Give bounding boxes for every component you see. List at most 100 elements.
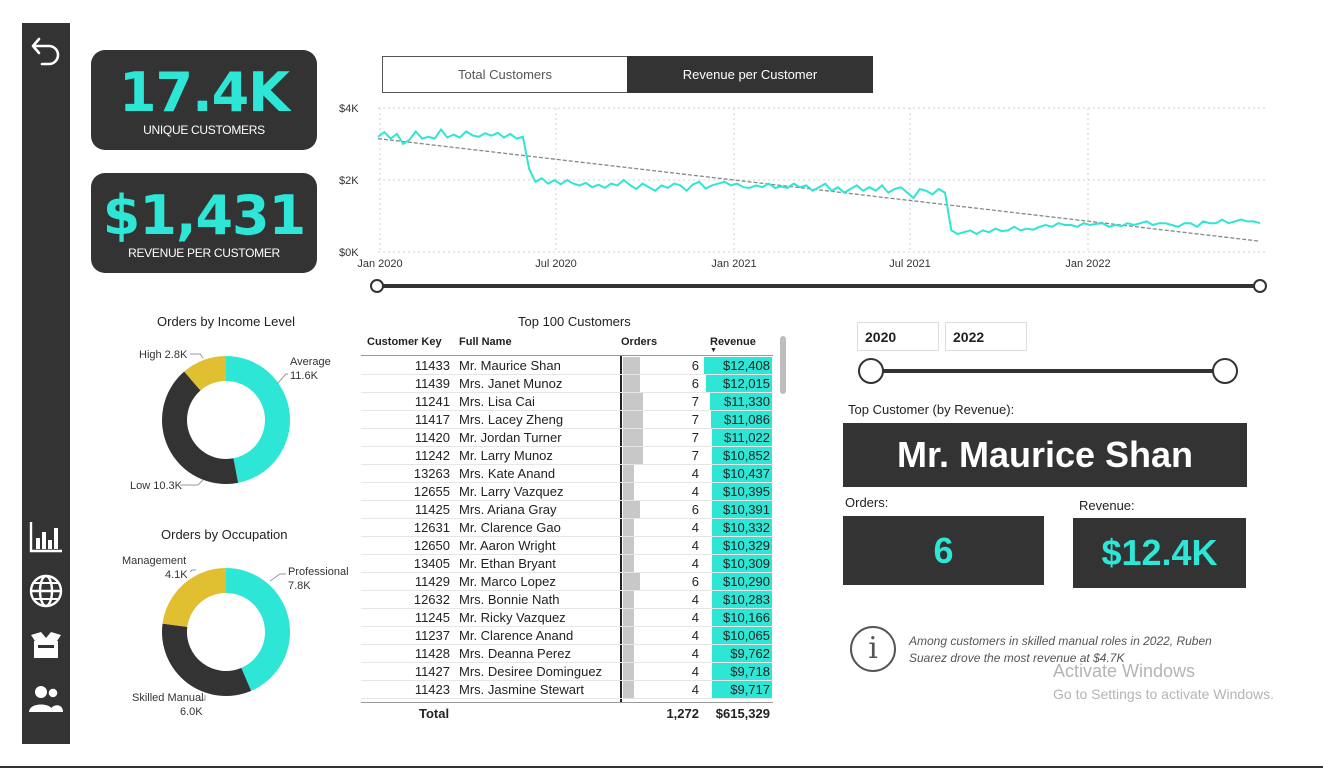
back-arrow-icon[interactable]	[28, 35, 64, 71]
table-row[interactable]: 13405 Mr. Ethan Bryant 4 $10,309	[361, 555, 773, 573]
table-row[interactable]: 11242 Mr. Larry Munoz 7 $10,852	[361, 447, 773, 465]
date-range-slider[interactable]	[370, 278, 1268, 294]
cell-revenue: $11,330	[710, 393, 772, 411]
revenue-label: Revenue:	[1079, 498, 1135, 513]
orders-databar	[623, 537, 634, 555]
donut-leader-line	[200, 695, 206, 701]
users-icon[interactable]	[28, 681, 64, 717]
donut-slice-skilled-manual	[162, 623, 252, 696]
row-divider	[361, 626, 773, 627]
income-donut-title: Orders by Income Level	[157, 314, 296, 329]
cell-full-name: Mrs. Lacey Zheng	[459, 412, 564, 427]
cell-full-name: Mr. Clarence Gao	[459, 520, 561, 535]
table-row[interactable]: 12650 Mr. Aaron Wright 4 $10,329	[361, 537, 773, 555]
table-row[interactable]: 12631 Mr. Clarence Gao 4 $10,332	[361, 519, 773, 537]
slider-handle-start[interactable]	[370, 279, 384, 293]
cell-customer-key: 13405	[413, 556, 450, 571]
globe-icon[interactable]	[28, 573, 64, 609]
table-row[interactable]: 12655 Mr. Larry Vazquez 4 $10,395	[361, 483, 773, 501]
table-row[interactable]: 11423 Mrs. Jasmine Stewart 4 $9,717	[361, 681, 773, 699]
cell-revenue: $11,086	[711, 411, 772, 429]
unique-customers-label: UNIQUE CUSTOMERS	[143, 123, 265, 137]
row-divider	[361, 518, 773, 519]
header-revenue[interactable]: Revenue	[710, 336, 756, 348]
table-row[interactable]: 11433 Mr. Maurice Shan 6 $12,408	[361, 357, 773, 375]
top-customer-orders: 6	[843, 516, 1044, 585]
year-slider-handle-end[interactable]	[1212, 358, 1238, 384]
table-row[interactable]: 11417 Mrs. Lacey Zheng 7 $11,086	[361, 411, 773, 429]
total-revenue: $615,329	[715, 706, 770, 721]
orders-databar	[623, 519, 634, 537]
table-row[interactable]: 13263 Mrs. Kate Anand 4 $10,437	[361, 465, 773, 483]
cell-revenue: $10,166	[712, 609, 772, 627]
row-divider	[361, 662, 773, 663]
table-row[interactable]: 11245 Mr. Ricky Vazquez 4 $10,166	[361, 609, 773, 627]
unique-customers-card: 17.4K UNIQUE CUSTOMERS	[91, 50, 317, 150]
year-slider-handle-start[interactable]	[858, 358, 884, 384]
table-row[interactable]: 11425 Mrs. Ariana Gray 6 $10,391	[361, 501, 773, 519]
donut-leader-line	[269, 573, 286, 582]
table-title: Top 100 Customers	[518, 314, 631, 329]
cell-revenue: $10,290	[712, 573, 772, 591]
cell-revenue: $10,329	[712, 537, 772, 555]
tab-total-customers[interactable]: Total Customers	[382, 56, 628, 93]
revenue-per-customer-label: REVENUE PER CUSTOMER	[128, 246, 280, 260]
table-row[interactable]: 11439 Mrs. Janet Munoz 6 $12,015	[361, 375, 773, 393]
orders-databar	[623, 609, 634, 627]
year-start-input[interactable]: 2020	[857, 322, 939, 351]
cell-customer-key: 11439	[414, 376, 450, 391]
cell-revenue: $10,309	[712, 555, 772, 573]
cell-customer-key: 11428	[414, 646, 450, 661]
cell-orders: 7	[691, 448, 699, 463]
row-divider	[361, 428, 773, 429]
cell-revenue: $11,022	[712, 429, 772, 447]
year-range-slider[interactable]	[858, 358, 1240, 384]
cell-customer-key: 11433	[414, 358, 450, 373]
cell-revenue: $10,065	[712, 627, 772, 645]
cell-orders: 7	[691, 430, 699, 445]
slider-handle-end[interactable]	[1253, 279, 1267, 293]
cell-orders: 4	[691, 628, 699, 643]
cell-customer-key: 11427	[414, 664, 450, 679]
donut-data-label: Professional 7.8K	[288, 566, 349, 592]
header-full-name[interactable]: Full Name	[459, 336, 512, 348]
cell-revenue: $12,408	[704, 357, 772, 375]
row-divider	[361, 554, 773, 555]
cell-full-name: Mr. Marco Lopez	[459, 574, 556, 589]
table-scrollbar[interactable]	[780, 336, 786, 394]
table-row[interactable]: 11429 Mr. Marco Lopez 6 $10,290	[361, 573, 773, 591]
cell-full-name: Mr. Larry Munoz	[459, 448, 553, 463]
table-row[interactable]: 11427 Mrs. Desiree Dominguez 4 $9,718	[361, 663, 773, 681]
cell-orders: 6	[691, 574, 699, 589]
cell-full-name: Mrs. Bonnie Nath	[459, 592, 560, 607]
header-customer-key[interactable]: Customer Key	[367, 336, 442, 348]
bar-chart-icon[interactable]	[28, 519, 64, 555]
box-icon[interactable]	[28, 627, 64, 663]
x-tick-label: Jan 2020	[357, 258, 402, 270]
table-row[interactable]: 11237 Mr. Clarence Anand 4 $10,065	[361, 627, 773, 645]
cell-full-name: Mr. Aaron Wright	[459, 538, 556, 553]
table-row[interactable]: 11428 Mrs. Deanna Perez 4 $9,762	[361, 645, 773, 663]
tab-revenue-per-customer[interactable]: Revenue per Customer	[627, 56, 873, 93]
occupation-donut: Professional 7.8K Skilled Manual 6.0K Manage…	[122, 555, 349, 718]
cell-revenue: $10,283	[712, 591, 772, 609]
orders-databar	[623, 663, 634, 681]
revenue-per-customer-value: $1,431	[102, 184, 306, 247]
cell-full-name: Mr. Ricky Vazquez	[459, 610, 566, 625]
cell-full-name: Mr. Maurice Shan	[459, 358, 561, 373]
table-row[interactable]: 11420 Mr. Jordan Turner 7 $11,022	[361, 429, 773, 447]
cell-orders: 4	[691, 664, 699, 679]
donut-data-label: Management 4.1K	[122, 555, 188, 581]
orders-databar	[623, 375, 640, 393]
header-orders[interactable]: Orders	[621, 336, 658, 348]
cell-customer-key: 11420	[414, 430, 450, 445]
trend-line	[377, 137, 1261, 242]
year-end-input[interactable]: 2022	[945, 322, 1027, 351]
table-row[interactable]: 11241 Mrs. Lisa Cai 7 $11,330	[361, 393, 773, 411]
donut-slice-low	[162, 371, 239, 484]
cell-orders: 4	[691, 520, 699, 535]
cell-orders: 6	[691, 358, 699, 373]
donut-slice-average	[226, 356, 290, 483]
table-row[interactable]: 12632 Mrs. Bonnie Nath 4 $10,283	[361, 591, 773, 609]
